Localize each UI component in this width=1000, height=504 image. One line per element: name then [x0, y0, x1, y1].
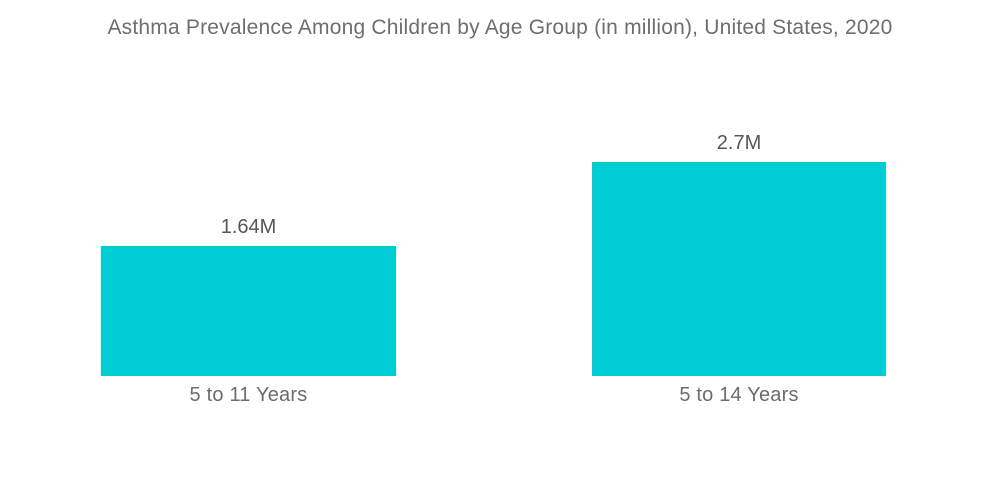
- bar: [592, 162, 886, 376]
- bar-category-label: 5 to 14 Years: [679, 384, 799, 406]
- bar-group: 2.7M 5 to 14 Years: [592, 0, 886, 504]
- chart-title: Asthma Prevalence Among Children by Age …: [107, 16, 893, 39]
- bar-group: 1.64M 5 to 11 Years: [101, 0, 396, 504]
- bar-category-label: 5 to 11 Years: [189, 384, 308, 406]
- bar: [101, 246, 396, 376]
- bar-value-label: 2.7M: [716, 132, 762, 154]
- bar-value-label: 1.64M: [220, 216, 277, 238]
